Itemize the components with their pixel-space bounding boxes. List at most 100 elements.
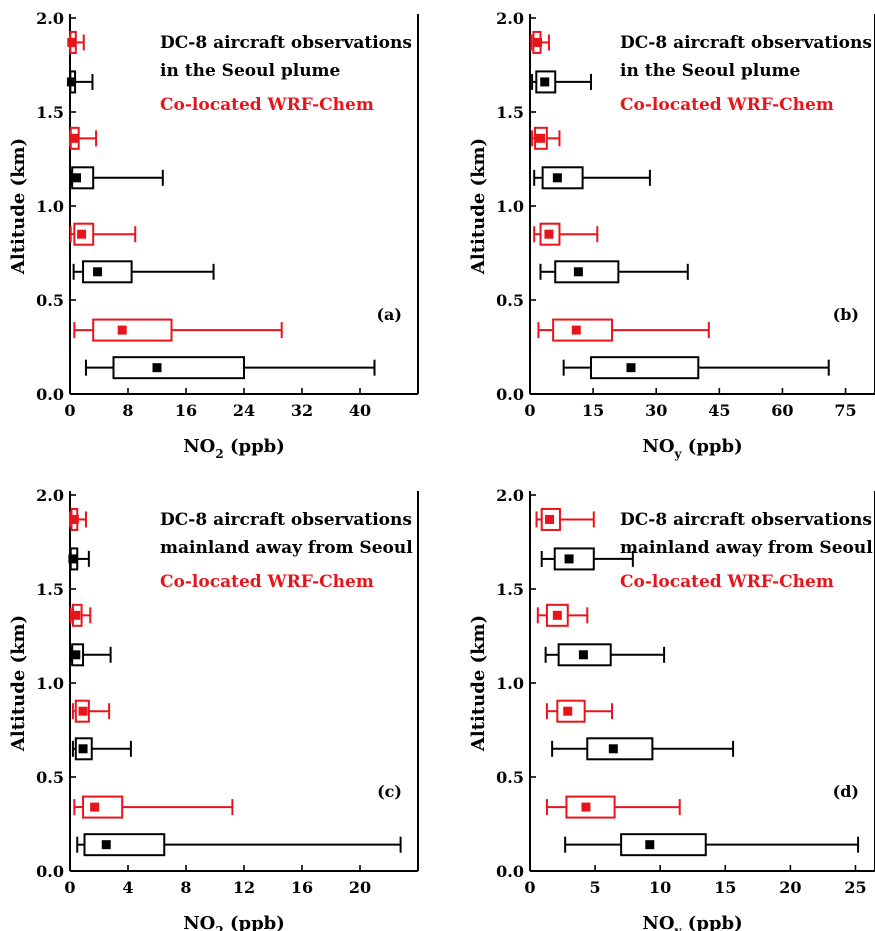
- annotation-line2: in the Seoul plume: [620, 61, 801, 81]
- mean-marker: [545, 514, 555, 524]
- model-label: Co-located WRF-Chem: [620, 572, 834, 592]
- model-box: [536, 603, 589, 627]
- x-tick-label: 0: [64, 878, 75, 897]
- x-tick-label: 45: [708, 401, 730, 420]
- iqr-box: [545, 603, 569, 627]
- model-box: [537, 318, 710, 342]
- x-tick-label: 8: [180, 878, 191, 897]
- y-tick-label: 2.0: [496, 486, 524, 505]
- mean-marker: [552, 610, 562, 620]
- y-tick-label: 0.0: [496, 862, 524, 881]
- mean-marker: [66, 77, 76, 87]
- panel-label: (b): [833, 305, 859, 324]
- model-box: [71, 699, 111, 723]
- x-axis-label: NO2 (ppb): [183, 436, 285, 461]
- y-tick-label: 1.5: [36, 580, 64, 599]
- model-box: [73, 795, 234, 819]
- mean-marker: [71, 650, 81, 660]
- chart-panel-3: 0.0 0.5 1.0 1.5 2.0 0 4 8 12 16 20 Altitude (km) NO2…: [8, 486, 419, 931]
- panel-label: (c): [377, 782, 402, 801]
- model-box: [69, 507, 87, 531]
- y-axis-label: Altitude (km): [8, 615, 29, 752]
- mean-marker: [72, 173, 82, 183]
- mean-marker: [573, 267, 583, 277]
- y-tick-label: 0.5: [36, 768, 64, 787]
- y-tick-label: 1.5: [36, 103, 64, 122]
- panel-label: (a): [376, 305, 402, 324]
- x-tick-label: 40: [349, 401, 371, 420]
- x-axis-label-sub: 2: [215, 447, 223, 461]
- mean-marker: [564, 554, 574, 564]
- y-axis-label: Altitude (km): [8, 138, 29, 275]
- observation-box: [540, 547, 634, 571]
- y-axis-label: Altitude (km): [468, 615, 489, 752]
- x-tick-label: 60: [771, 401, 793, 420]
- mean-marker: [77, 229, 87, 239]
- model-box: [535, 507, 595, 531]
- annotation-line1: DC-8 aircraft observations: [160, 510, 412, 530]
- mean-marker: [78, 706, 88, 716]
- mean-marker: [101, 840, 111, 850]
- x-axis-label-unit: (ppb): [224, 913, 285, 931]
- y-tick-label: 0.0: [36, 385, 64, 404]
- mean-marker: [563, 706, 573, 716]
- model-box: [69, 126, 98, 150]
- x-tick-label: 16: [291, 878, 313, 897]
- mean-marker: [117, 325, 127, 335]
- observation-box: [84, 356, 376, 380]
- x-axis-label-main: NO: [642, 436, 674, 457]
- mean-marker: [152, 363, 162, 373]
- observation-box: [66, 70, 94, 94]
- mean-marker: [69, 133, 79, 143]
- iqr-box: [554, 260, 620, 284]
- iqr-box: [541, 166, 584, 190]
- x-tick-label: 75: [834, 401, 856, 420]
- observation-box: [564, 833, 860, 857]
- model-box: [533, 222, 599, 246]
- y-tick-label: 1.5: [496, 103, 524, 122]
- mean-marker: [608, 744, 618, 754]
- mean-marker: [552, 173, 562, 183]
- panel-label: (d): [833, 782, 859, 801]
- y-tick-label: 1.0: [36, 674, 64, 693]
- chart-panel-2: 0.0 0.5 1.0 1.5 2.0 0 15 30 45 60 75 Altitude (km) N…: [468, 9, 875, 461]
- iqr-box: [553, 547, 595, 571]
- x-tick-label: 24: [233, 401, 255, 420]
- y-tick-label: 2.0: [36, 9, 64, 28]
- mean-marker: [626, 363, 636, 373]
- y-tick-label: 2.0: [36, 486, 64, 505]
- x-axis-label-unit: (ppb): [224, 436, 285, 457]
- iqr-box: [534, 126, 548, 150]
- y-tick-label: 1.0: [496, 197, 524, 216]
- y-tick-label: 0.5: [36, 291, 64, 310]
- observation-box: [533, 166, 651, 190]
- annotation-line2: mainland away from Seoul: [620, 538, 873, 558]
- mean-marker: [93, 267, 103, 277]
- iqr-box: [112, 356, 245, 380]
- chart-panel-1: 0.0 0.5 1.0 1.5 2.0 0 8 16 24 32 40 Altitude (km) NO…: [8, 9, 419, 461]
- x-tick-label: 5: [590, 878, 601, 897]
- x-tick-label: 12: [233, 878, 255, 897]
- x-tick-label: 15: [714, 878, 736, 897]
- model-box: [67, 30, 85, 54]
- x-tick-label: 20: [779, 878, 801, 897]
- iqr-box: [557, 643, 612, 667]
- observation-box: [531, 70, 593, 94]
- mean-marker: [533, 37, 543, 47]
- iqr-box: [82, 795, 124, 819]
- x-tick-label: 0: [524, 401, 535, 420]
- annotation-line1: DC-8 aircraft observations: [160, 33, 412, 53]
- iqr-box: [535, 70, 557, 94]
- annotation-line2: mainland away from Seoul: [160, 538, 413, 558]
- observation-box: [69, 643, 112, 667]
- observation-box: [69, 166, 164, 190]
- x-axis-label-unit: (ppb): [682, 913, 743, 931]
- chart-panel-4: 0.0 0.5 1.0 1.5 2.0 0 5 10 15 20 25 Altitude (km) NO…: [468, 486, 875, 931]
- mean-marker: [581, 802, 591, 812]
- x-tick-label: 0: [64, 401, 75, 420]
- mean-marker: [536, 133, 546, 143]
- x-tick-label: 0: [524, 878, 535, 897]
- iqr-box: [74, 699, 90, 723]
- x-axis-label-main: NO: [183, 436, 215, 457]
- observation-box: [551, 737, 735, 761]
